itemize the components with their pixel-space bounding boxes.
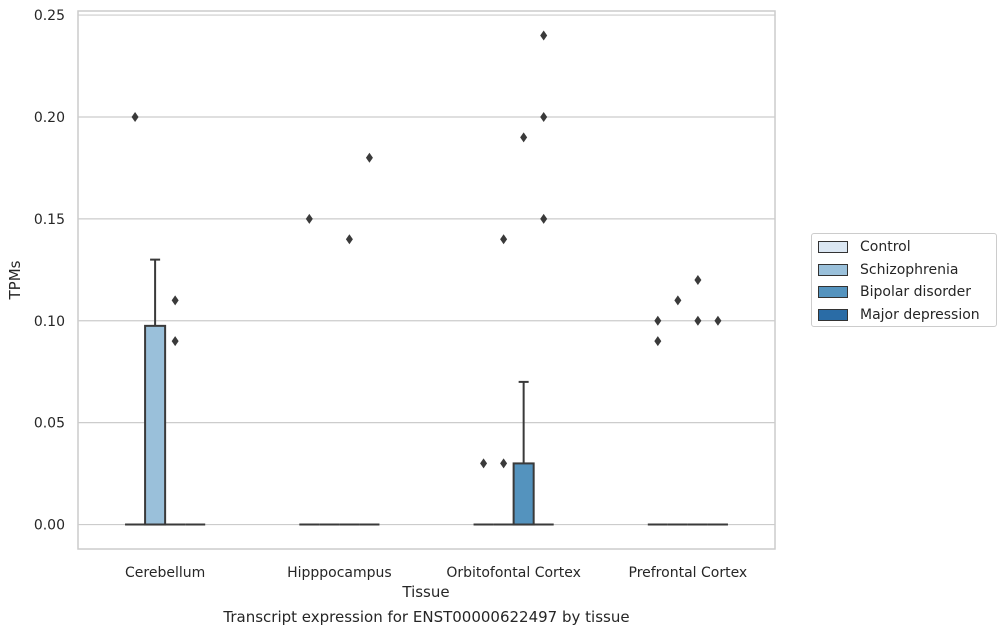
outlier-point bbox=[540, 30, 548, 41]
outlier-point bbox=[540, 111, 548, 122]
outlier-point bbox=[305, 213, 313, 224]
y-tick-label: 0.15 bbox=[34, 212, 65, 228]
legend: Control Schizophrenia Bipolar disorder Majo… bbox=[811, 233, 997, 327]
grid-lines bbox=[78, 14, 775, 526]
legend-swatch bbox=[818, 241, 848, 253]
x-tick-label: Hipppocampus bbox=[287, 565, 392, 581]
x-tick-labels: Cerebellum Hipppocampus Orbitofontal Corte… bbox=[125, 565, 747, 581]
outlier-point bbox=[171, 336, 179, 347]
legend-swatch bbox=[818, 308, 848, 321]
outlier-point bbox=[365, 152, 373, 163]
y-tick-label: 0.20 bbox=[34, 110, 65, 126]
plot-frame bbox=[77, 10, 776, 550]
legend-label: Major depression bbox=[860, 306, 980, 323]
legend-label: Bipolar disorder bbox=[860, 284, 972, 300]
outlier-point bbox=[500, 234, 508, 245]
outlier-point bbox=[694, 315, 702, 326]
x-axis-title: Tissue bbox=[401, 583, 449, 601]
box bbox=[512, 462, 535, 526]
outlier-point bbox=[654, 315, 662, 326]
legend-item: Schizophrenia bbox=[818, 260, 958, 280]
outlier-point bbox=[714, 315, 722, 326]
legend-swatch bbox=[818, 263, 848, 276]
outlier-point bbox=[345, 234, 353, 245]
legend-label: Control bbox=[860, 239, 911, 255]
legend-item: Control bbox=[818, 237, 911, 257]
legend-label: Schizophrenia bbox=[860, 261, 959, 278]
y-tick-label: 0.00 bbox=[34, 518, 65, 534]
chart-caption: Transcript expression for ENST0000062249… bbox=[223, 608, 630, 626]
y-tick-label: 0.10 bbox=[34, 314, 65, 330]
y-tick-label: 0.25 bbox=[34, 8, 65, 24]
legend-swatch bbox=[818, 286, 848, 298]
y-tick-labels: 0.00 0.05 0.10 0.15 0.20 0.25 bbox=[34, 8, 65, 533]
x-tick-label: Orbitofontal Cortex bbox=[446, 565, 581, 581]
outlier-point bbox=[480, 458, 488, 469]
outlier-point bbox=[500, 458, 508, 469]
box bbox=[144, 324, 167, 526]
box-series bbox=[125, 30, 728, 526]
y-tick-label: 0.05 bbox=[34, 416, 65, 432]
outlier-point bbox=[540, 213, 548, 224]
legend-item: Bipolar disorder bbox=[818, 282, 971, 302]
outlier-point bbox=[694, 275, 702, 285]
x-tick-label: Prefrontal Cortex bbox=[629, 565, 748, 581]
outlier-point bbox=[520, 132, 528, 143]
y-axis-title: TPMs bbox=[6, 260, 24, 300]
x-tick-label: Cerebellum bbox=[125, 565, 205, 581]
legend-item: Major depression bbox=[818, 305, 980, 325]
outlier-point bbox=[131, 111, 139, 122]
outlier-point bbox=[171, 295, 179, 306]
outlier-point bbox=[654, 336, 662, 347]
outlier-point bbox=[674, 295, 682, 306]
